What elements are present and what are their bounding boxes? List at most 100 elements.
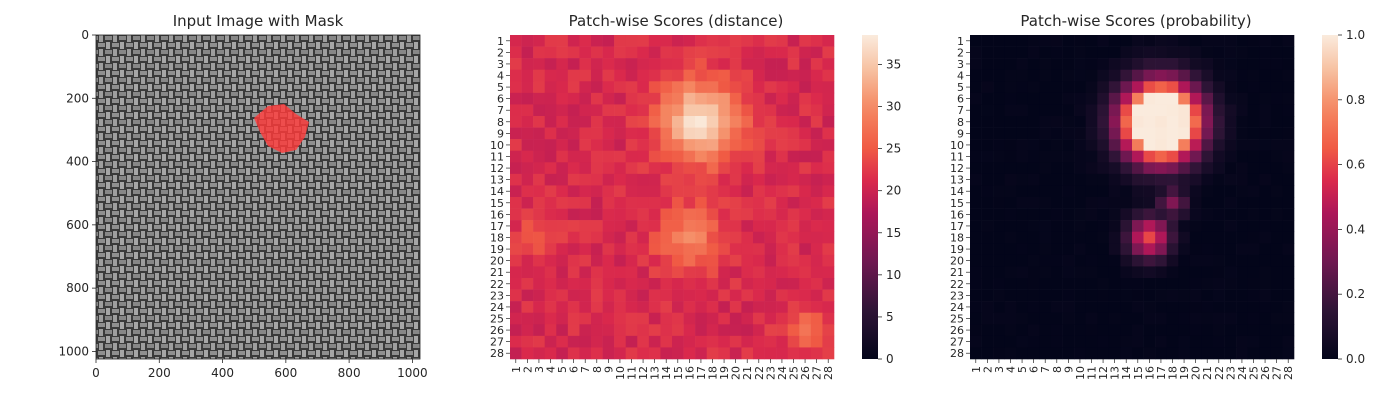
heatmap-cell [533, 162, 546, 175]
heatmap-cell [776, 162, 789, 175]
heatmap-cell [579, 139, 592, 152]
heatmap-cell [1120, 92, 1133, 105]
heatmap-cell [579, 127, 592, 140]
heatmap-cell [1016, 289, 1029, 302]
panel2-title: Patch-wise Scores (distance) [569, 12, 784, 30]
heatmap-cell [683, 289, 696, 302]
heatmap-cell [1120, 162, 1133, 175]
heatmap-cell [1132, 92, 1144, 105]
heatmap-cell [1039, 324, 1052, 337]
heatmap-cell [1155, 301, 1168, 314]
col-tick-label: 13 [649, 366, 662, 380]
heatmap-cell [1143, 301, 1156, 314]
heatmap-cell [1108, 254, 1121, 267]
heatmap-cell [729, 278, 742, 290]
heatmap-cell [567, 116, 580, 128]
heatmap-cell [1166, 162, 1179, 175]
row-tick-label: 12 [490, 162, 504, 175]
col-tick-label: 23 [1224, 366, 1237, 380]
heatmap-cell [672, 150, 684, 163]
heatmap-cell [993, 335, 1006, 348]
heatmap-cell [695, 150, 708, 163]
heatmap-cell [591, 231, 603, 244]
heatmap-cell [753, 58, 765, 71]
heatmap-cell [718, 266, 731, 279]
heatmap-cell [579, 301, 592, 314]
col-tick-label: 11 [626, 366, 639, 380]
heatmap-cell [1039, 266, 1052, 279]
heatmap-cell [1143, 92, 1156, 105]
row-tick-label: 6 [497, 93, 504, 106]
heatmap-cell [1108, 185, 1121, 198]
heatmap-cell [648, 220, 661, 233]
heatmap-cell [533, 173, 546, 186]
heatmap-cell [660, 347, 673, 360]
col-tick-label: 9 [1062, 366, 1075, 373]
heatmap-cell [1259, 254, 1272, 267]
heatmap-cell [1074, 92, 1087, 105]
heatmap-cell [660, 139, 673, 152]
heatmap-cell [695, 347, 708, 360]
heatmap-cell [993, 150, 1006, 163]
heatmap-cell [1155, 162, 1168, 175]
heatmap-cell [648, 69, 661, 82]
heatmap-cell [706, 347, 719, 360]
heatmap-cell [648, 301, 661, 314]
heatmap-cell [1108, 150, 1121, 163]
heatmap-cell [591, 92, 603, 105]
heatmap-cell [1016, 243, 1029, 256]
heatmap-cell [556, 278, 569, 290]
heatmap-cell [981, 301, 994, 314]
heatmap-cell [660, 231, 673, 244]
heatmap-cell [1282, 266, 1295, 279]
heatmap-cell [567, 289, 580, 302]
heatmap-cell [1051, 46, 1063, 59]
heatmap-cell [567, 278, 580, 290]
heatmap-cell [1132, 150, 1144, 163]
heatmap-cell [521, 208, 534, 221]
heatmap-cell [1004, 197, 1017, 209]
heatmap-cell [1259, 197, 1272, 209]
heatmap-cell [1143, 278, 1156, 290]
heatmap-cell [764, 92, 777, 105]
heatmap-cell [764, 197, 777, 209]
heatmap-cell [1108, 197, 1121, 209]
heatmap-cell [1282, 301, 1295, 314]
heatmap-cell [1259, 301, 1272, 314]
heatmap-cell [567, 150, 580, 163]
heatmap-cell [776, 301, 789, 314]
heatmap-cell [1189, 35, 1202, 47]
heatmap-cell [579, 324, 592, 337]
heatmap-cell [1224, 81, 1237, 94]
row-tick-label: 7 [497, 104, 504, 117]
heatmap-cell [1016, 162, 1029, 175]
heatmap-cell [993, 324, 1006, 337]
heatmap-cell [1027, 301, 1040, 314]
row-tick-label: 24 [950, 301, 964, 314]
heatmap-cell [556, 150, 569, 163]
heatmap-cell [683, 92, 696, 105]
heatmap-cell [544, 266, 557, 279]
row-tick-label: 8 [957, 116, 964, 129]
heatmap-cell [1004, 347, 1017, 360]
heatmap-cell [648, 185, 661, 198]
heatmap-cell [1155, 243, 1168, 256]
heatmap-cell [1097, 208, 1110, 221]
heatmap-cell [981, 266, 994, 279]
heatmap-cell [521, 58, 534, 71]
heatmap-cell [591, 162, 603, 175]
col-tick-label: 16 [683, 366, 696, 380]
heatmap-cell [1201, 231, 1214, 244]
col-tick-label: 27 [1271, 366, 1284, 380]
heatmap-cell [981, 139, 994, 152]
heatmap-cell [993, 347, 1006, 360]
heatmap-cell [1282, 139, 1295, 152]
heatmap-cell [591, 127, 603, 140]
heatmap-cell [614, 197, 627, 209]
heatmap-cell [695, 92, 708, 105]
heatmap-cell [648, 335, 661, 348]
row-tick-label: 18 [950, 232, 964, 245]
heatmap-cell [602, 150, 615, 163]
heatmap-cell [1270, 335, 1283, 348]
